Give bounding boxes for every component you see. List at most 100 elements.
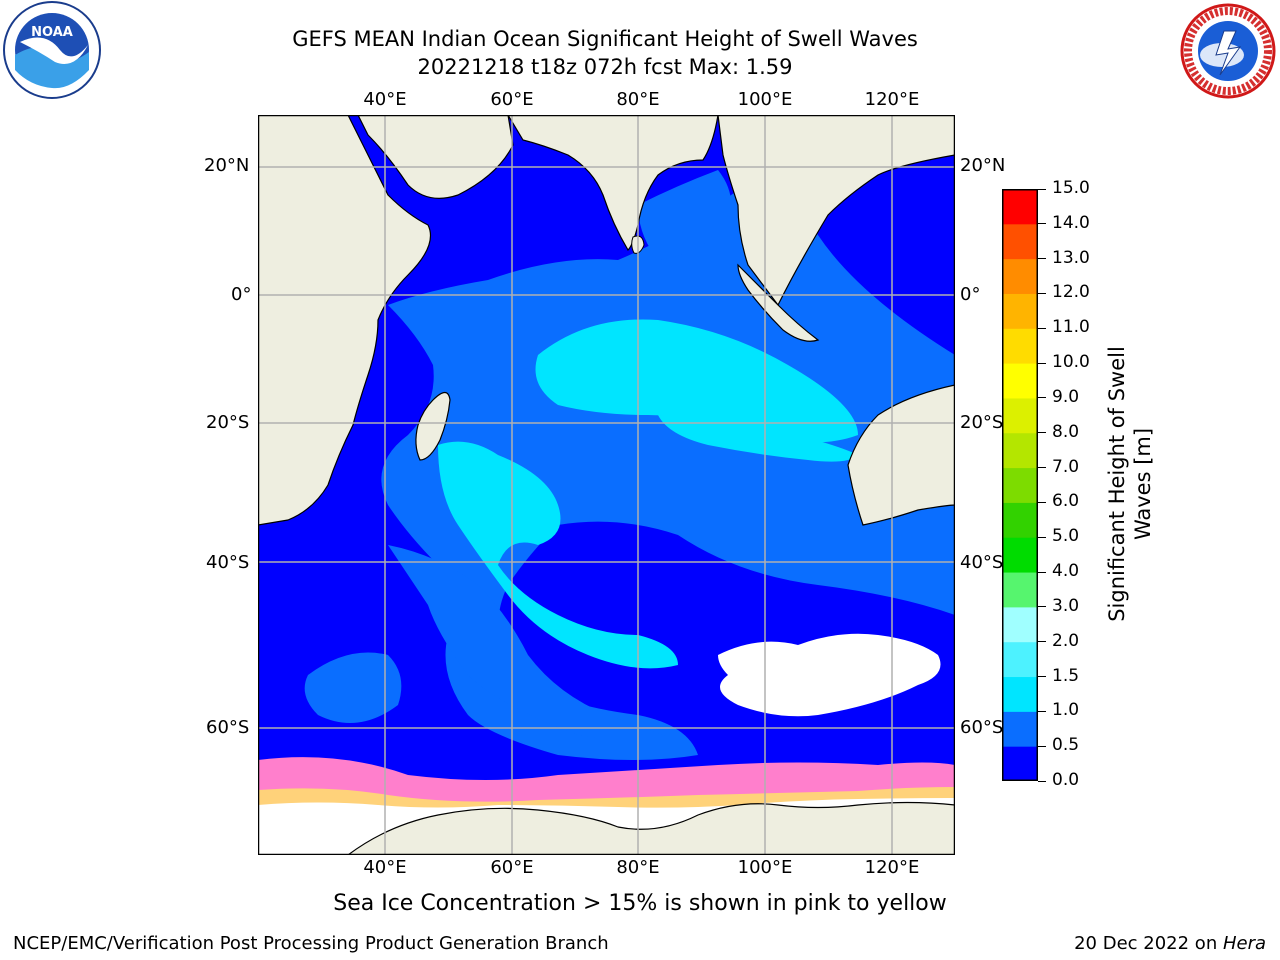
colorbar-tick-label: 2.0: [1052, 630, 1080, 651]
southeast-asia-land: [717, 115, 955, 307]
map-frame: [258, 115, 955, 855]
colorbar-tick: [1038, 676, 1046, 678]
colorbar-tick-label: 0.5: [1052, 735, 1080, 756]
footer-machine: Hera: [1222, 933, 1266, 954]
lat-label-right-20s: 20°S: [960, 412, 1004, 433]
lon-label-top-100e: 100°E: [737, 89, 793, 110]
colorbar-tick: [1038, 258, 1046, 260]
colorbar-tick: [1038, 223, 1046, 225]
colorbar-tick: [1038, 362, 1046, 364]
swell-zone-0p5-1m: [381, 187, 955, 760]
colorbar-tick: [1038, 641, 1046, 643]
sumatra-land: [737, 263, 820, 342]
colorbar-tick-label: 7.0: [1052, 456, 1080, 477]
colorbar: [1002, 189, 1038, 781]
noaa-logo: NOAA: [3, 1, 101, 99]
colorbar-tick: [1038, 188, 1046, 190]
swell-height-map: [258, 115, 955, 855]
swell-zone-1-1p5m-east: [658, 415, 858, 462]
lat-label-left-40s: 40°S: [206, 552, 250, 573]
map-title: GEFS MEAN Indian Ocean Significant Heigh…: [292, 27, 918, 51]
colorbar-tick-label: 0.0: [1052, 770, 1080, 790]
lon-label-top-60e: 60°E: [490, 89, 534, 110]
footer-date: 20 Dec 2022 on Hera: [1074, 933, 1266, 954]
colorbar-tick-label: 6.0: [1052, 491, 1080, 512]
open-water-patch-southeast: [718, 633, 941, 717]
colorbar-tick: [1038, 710, 1046, 712]
lon-label-top-80e: 80°E: [616, 89, 660, 110]
colorbar-tick-label: 10.0: [1052, 352, 1090, 373]
swell-zone-1-1p5m-south: [438, 441, 678, 669]
colorbar-swatch: [1002, 641, 1038, 678]
colorbar-swatch: [1002, 467, 1038, 503]
colorbar-swatch: [1002, 328, 1038, 364]
map-subtitle: 20221218 t18z 072h fcst Max: 1.59: [417, 55, 793, 79]
colorbar-title-line2: Waves [m]: [1131, 427, 1155, 541]
nws-logo: [1180, 3, 1276, 99]
colorbar-swatch: [1002, 572, 1038, 608]
colorbar-tick-label: 8.0: [1052, 421, 1080, 442]
colorbar-tick-label: 13.0: [1052, 247, 1090, 268]
lat-label-right-60s: 60°S: [960, 717, 1004, 738]
colorbar-tick-label: 3.0: [1052, 595, 1080, 616]
lon-label-bottom-40e: 40°E: [363, 857, 407, 878]
colorbar-tick: [1038, 571, 1046, 573]
noaa-logo-text: NOAA: [31, 25, 73, 40]
colorbar-swatch: [1002, 606, 1038, 643]
colorbar-tick-label: 9.0: [1052, 386, 1080, 407]
lat-label-right-40s: 40°S: [960, 552, 1004, 573]
colorbar-tick-label: 1.5: [1052, 665, 1080, 686]
lon-label-bottom-60e: 60°E: [490, 857, 534, 878]
colorbar-tick: [1038, 292, 1046, 294]
lon-label-top-40e: 40°E: [363, 89, 407, 110]
colorbar-swatch: [1002, 223, 1038, 260]
lon-label-bottom-80e: 80°E: [616, 857, 660, 878]
colorbar-swatch: [1002, 363, 1038, 399]
sea-ice-caption: Sea Ice Concentration > 15% is shown in …: [333, 891, 947, 916]
swell-zone-0p5-1m-bay: [638, 170, 732, 260]
colorbar-swatch: [1002, 676, 1038, 712]
colorbar-tick: [1038, 397, 1046, 399]
lon-label-bottom-120e: 120°E: [864, 857, 920, 878]
colorbar-tick: [1038, 467, 1046, 469]
colorbar-tick-label: 15.0: [1052, 178, 1090, 198]
colorbar-title-line1: Significant Height of Swell: [1105, 346, 1129, 622]
footer-credit: NCEP/EMC/Verification Post Processing Pr…: [13, 933, 609, 954]
lon-label-bottom-100e: 100°E: [737, 857, 793, 878]
colorbar-swatch: [1002, 746, 1038, 781]
colorbar-tick: [1038, 432, 1046, 434]
swell-zone-0p5-1m-west: [304, 652, 402, 723]
lon-label-top-120e: 120°E: [864, 89, 920, 110]
colorbar-tick: [1038, 501, 1046, 503]
colorbar-tick: [1038, 745, 1046, 747]
colorbar-swatch: [1002, 293, 1038, 329]
swell-zone-1-1p5m: [535, 319, 858, 443]
lat-label-left-60s: 60°S: [206, 717, 250, 738]
footer-date-text: 20 Dec 2022 on: [1074, 933, 1223, 954]
sea-ice-band: [258, 757, 955, 825]
swell-zone-0p5-1m-south: [388, 545, 678, 742]
colorbar-tick-label: 5.0: [1052, 526, 1080, 547]
colorbar-swatch: [1002, 258, 1038, 294]
colorbar-swatch: [1002, 397, 1038, 434]
lat-label-right-20n: 20°N: [960, 155, 1006, 176]
colorbar-swatch: [1002, 502, 1038, 538]
colorbar-swatch: [1002, 189, 1038, 225]
colorbar-tick-label: 11.0: [1052, 317, 1090, 338]
colorbar-tick-label: 4.0: [1052, 561, 1080, 582]
colorbar-tick-label: 1.0: [1052, 700, 1080, 721]
lat-label-left-20s: 20°S: [206, 412, 250, 433]
colorbar-tick: [1038, 536, 1046, 538]
colorbar-tick-label: 14.0: [1052, 212, 1090, 233]
colorbar-swatch: [1002, 432, 1038, 469]
graticule: [258, 115, 955, 855]
colorbar-tick-label: 12.0: [1052, 282, 1090, 303]
colorbar-tick: [1038, 780, 1046, 782]
colorbar-tick: [1038, 327, 1046, 329]
lat-label-left-20n: 20°N: [204, 155, 250, 176]
antarctica-land: [346, 801, 955, 855]
colorbar-swatch: [1002, 537, 1038, 573]
colorbar-tick: [1038, 606, 1046, 608]
lat-label-right-0: 0°: [960, 284, 981, 305]
colorbar-swatch: [1002, 711, 1038, 747]
